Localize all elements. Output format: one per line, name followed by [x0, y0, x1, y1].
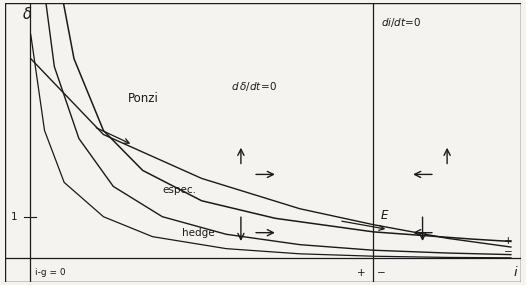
Text: +: +	[504, 236, 513, 246]
Text: −: −	[377, 268, 385, 278]
Text: $di/dt\!=\!0$: $di/dt\!=\!0$	[381, 16, 422, 29]
Text: E: E	[381, 209, 388, 222]
Text: 1: 1	[11, 212, 17, 222]
Bar	[5, 3, 521, 282]
Text: $d\,\delta/dt\!=\!0$: $d\,\delta/dt\!=\!0$	[231, 80, 277, 93]
Text: i-g = 0: i-g = 0	[35, 268, 65, 277]
Text: Ponzi: Ponzi	[128, 92, 159, 105]
Text: δ: δ	[23, 7, 32, 22]
Text: espec.: espec.	[163, 185, 196, 196]
Text: −: −	[504, 247, 513, 257]
Text: i: i	[514, 266, 518, 279]
Text: +: +	[357, 268, 366, 278]
Text: hedge: hedge	[182, 228, 215, 238]
